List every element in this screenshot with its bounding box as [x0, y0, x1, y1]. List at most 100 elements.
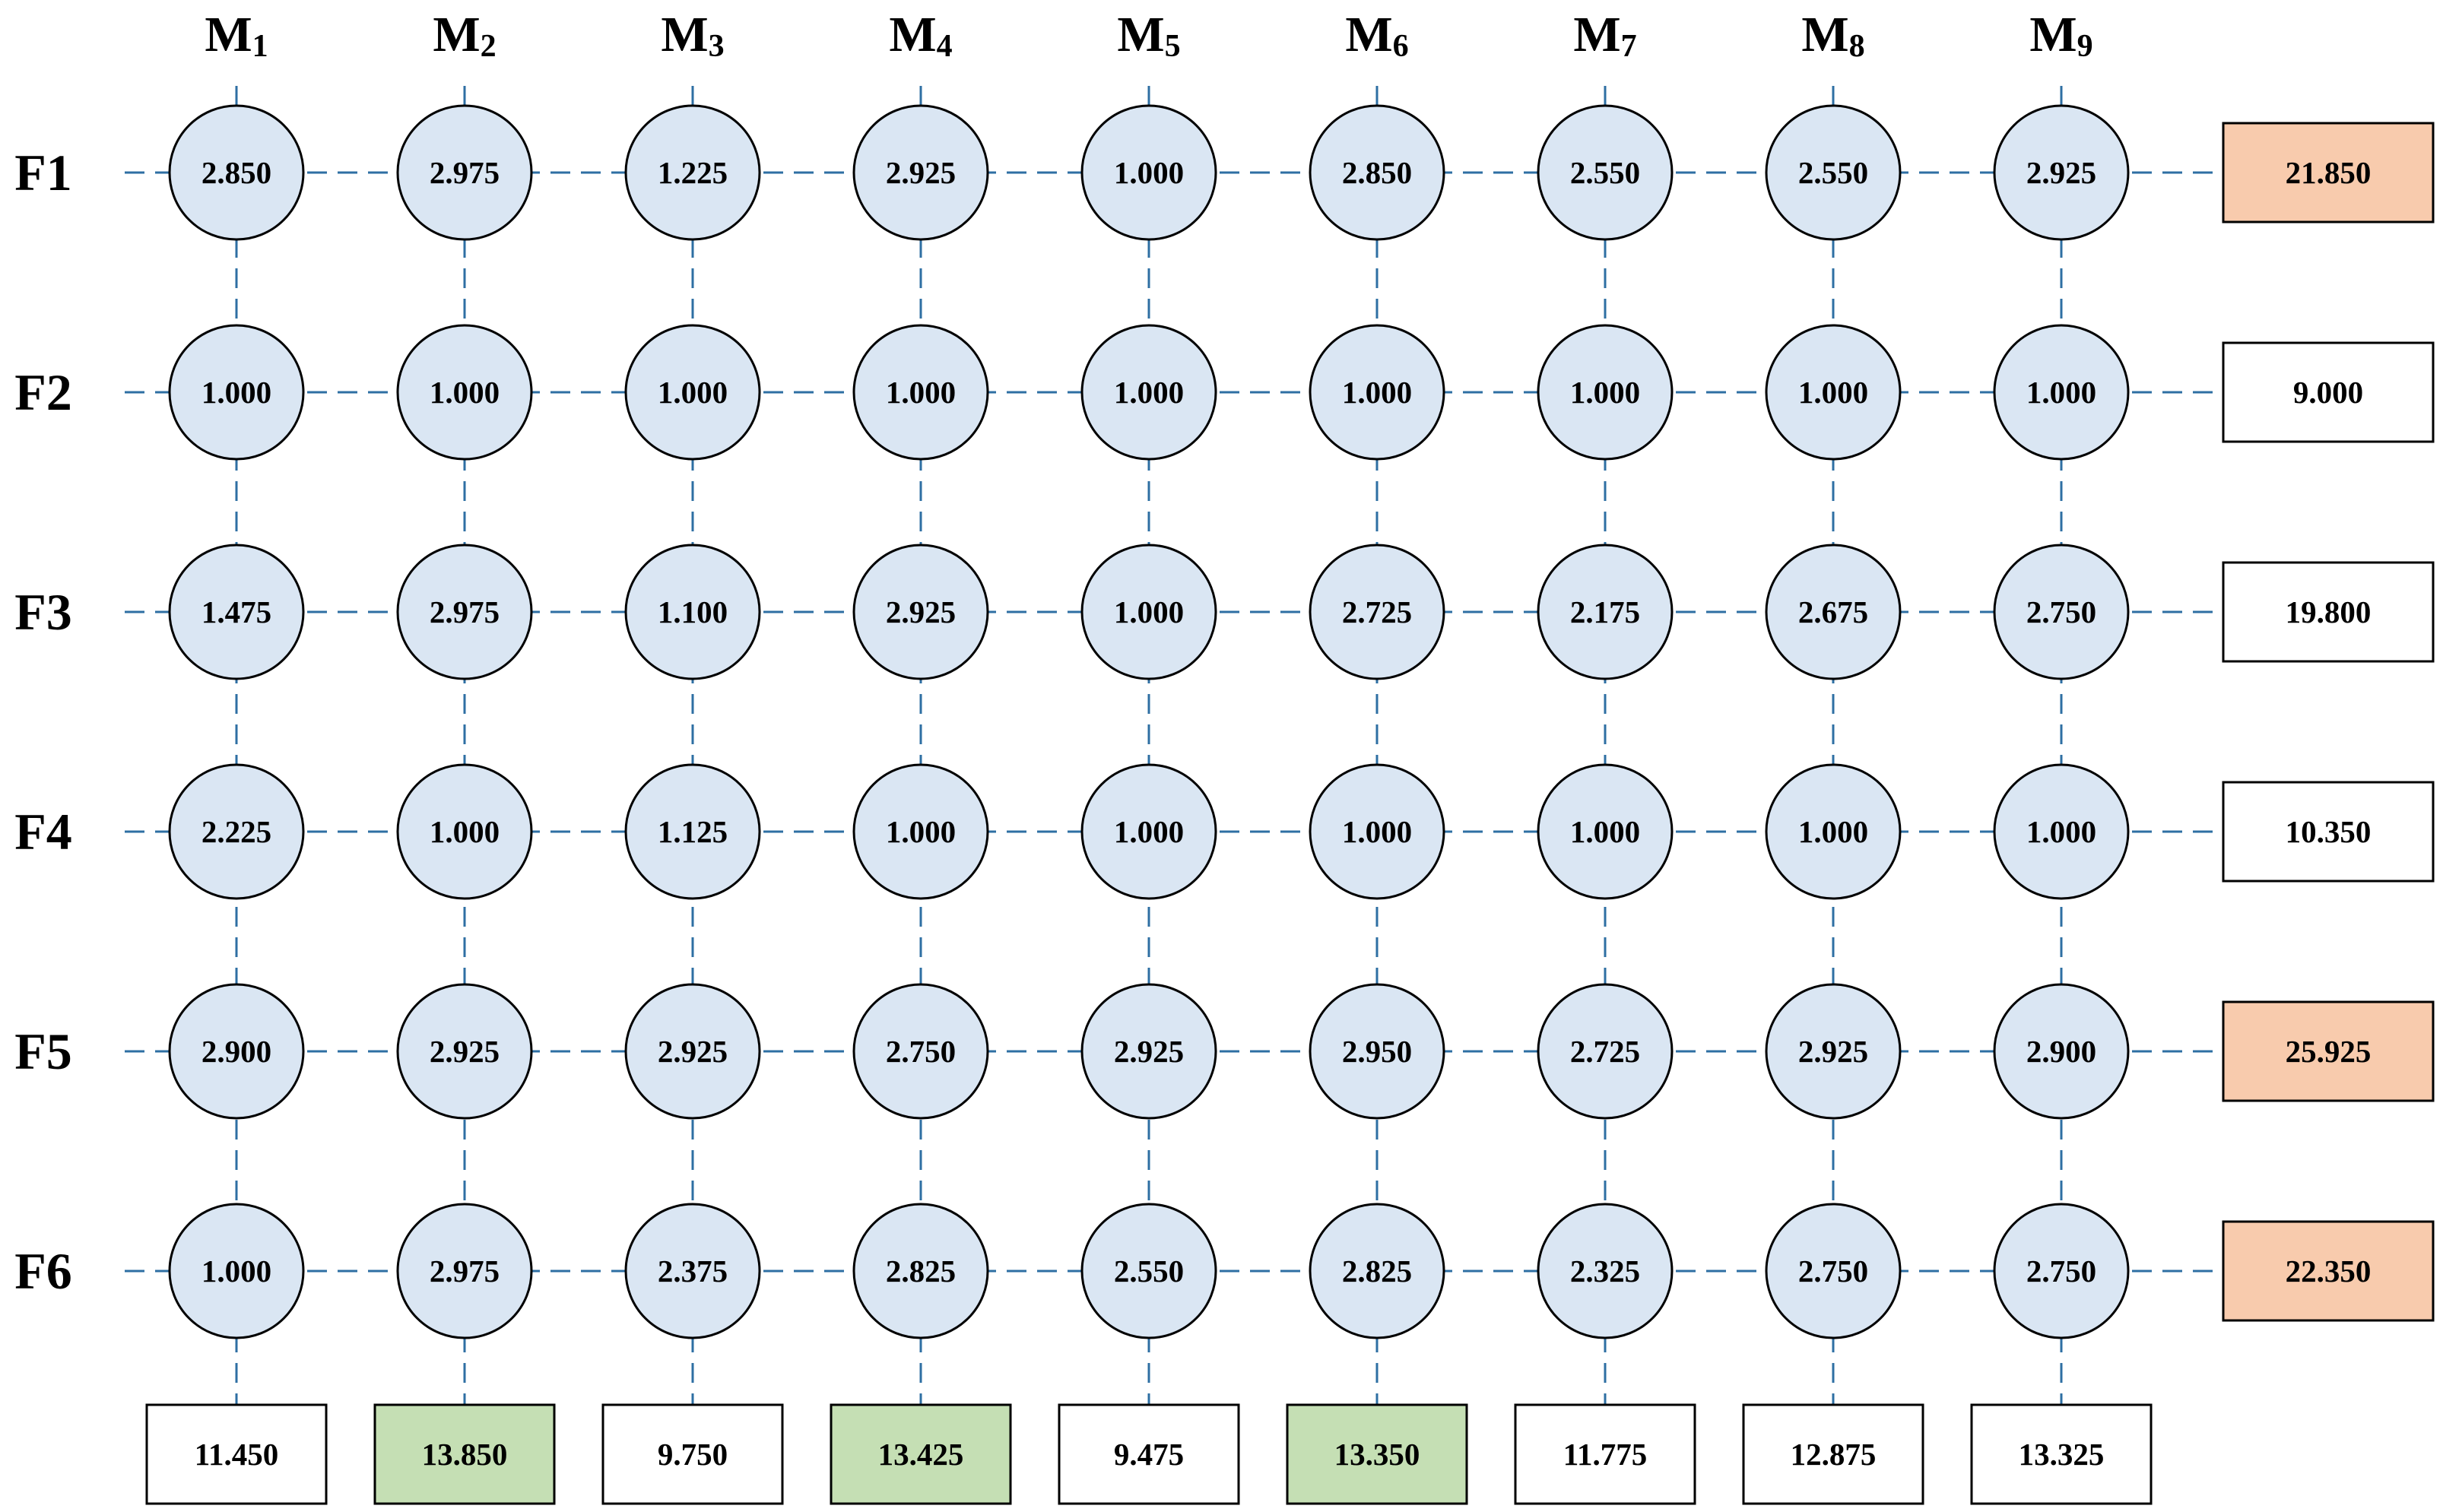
- cell-value: 1.000: [1114, 814, 1184, 849]
- column-total-box: [601, 1403, 784, 1505]
- row-total: 21.850: [2286, 155, 2372, 190]
- row-total-box: [2222, 781, 2435, 883]
- cell-node: [1765, 983, 1902, 1120]
- cell-node: [168, 983, 305, 1120]
- cell-node: [168, 1203, 305, 1339]
- cell-value: 2.550: [1570, 155, 1640, 190]
- cell-node: [396, 104, 533, 241]
- cell-node: [852, 324, 989, 461]
- column-total-box: [145, 1403, 328, 1505]
- column-header-base: M: [1117, 7, 1164, 62]
- cell-value: 2.825: [1342, 1254, 1412, 1289]
- cell-value: 2.750: [1798, 1254, 1868, 1289]
- cell-node: [624, 763, 761, 900]
- row-header: F6: [14, 1242, 72, 1300]
- column-total: 9.475: [1114, 1437, 1184, 1472]
- cell-node: [852, 104, 989, 241]
- cell-node: [168, 763, 305, 900]
- cell-value: 1.100: [658, 594, 728, 629]
- row-total-box: [2222, 122, 2435, 223]
- cell-value: 1.000: [886, 814, 956, 849]
- cell-node: [852, 983, 989, 1120]
- row-total: 19.800: [2286, 594, 2372, 629]
- cell-node: [1765, 324, 1902, 461]
- cell-value: 1.000: [201, 1254, 271, 1289]
- cell-node: [396, 324, 533, 461]
- cell-value: 2.750: [2026, 594, 2096, 629]
- cell-node: [1309, 104, 1445, 241]
- cell-value: 2.925: [430, 1034, 500, 1069]
- cell-value: 1.000: [1342, 814, 1412, 849]
- cell-node: [1537, 104, 1674, 241]
- column-header-base: M: [2029, 7, 2077, 62]
- column-header: M7: [1573, 7, 1636, 65]
- cell-node: [168, 104, 305, 241]
- row-total: 22.350: [2286, 1254, 2372, 1289]
- column-total-box: [1742, 1403, 1924, 1505]
- column-total: 11.450: [195, 1437, 279, 1472]
- column-header: M3: [661, 7, 724, 65]
- column-header-base: M: [889, 7, 936, 62]
- cell-value: 2.825: [886, 1254, 956, 1289]
- column-total: 12.875: [1791, 1437, 1877, 1472]
- column-total: 9.750: [658, 1437, 728, 1472]
- cell-value: 2.750: [2026, 1254, 2096, 1289]
- cell-value: 1.000: [2026, 375, 2096, 410]
- cell-value: 2.975: [430, 155, 500, 190]
- column-header: M6: [1345, 7, 1408, 65]
- cell-node: [1309, 983, 1445, 1120]
- cell-node: [624, 544, 761, 680]
- cell-node: [1993, 544, 2130, 680]
- row-header: F3: [14, 583, 72, 641]
- row-total-box: [2222, 1000, 2435, 1102]
- cell-value: 2.725: [1342, 594, 1412, 629]
- cell-node: [1080, 324, 1217, 461]
- cell-node: [1765, 1203, 1902, 1339]
- cell-value: 1.000: [1114, 155, 1184, 190]
- cell-node: [1993, 983, 2130, 1120]
- column-header-sub: 1: [252, 29, 268, 64]
- cell-node: [1765, 104, 1902, 241]
- cell-value: 1.000: [1570, 375, 1640, 410]
- cell-node: [168, 544, 305, 680]
- cell-value: 2.900: [201, 1034, 271, 1069]
- cell-value: 1.000: [430, 814, 500, 849]
- cell-value: 2.850: [1342, 155, 1412, 190]
- cell-node: [1765, 544, 1902, 680]
- cell-value: 2.925: [658, 1034, 728, 1069]
- row-header: F2: [14, 363, 72, 421]
- column-header-sub: 3: [709, 29, 725, 64]
- cell-value: 1.000: [658, 375, 728, 410]
- cell-value: 1.000: [1570, 814, 1640, 849]
- row-total-box: [2222, 1220, 2435, 1322]
- cell-node: [396, 1203, 533, 1339]
- cell-value: 2.750: [886, 1034, 956, 1069]
- row-header: F4: [14, 803, 72, 861]
- row-header: F1: [14, 144, 72, 201]
- cell-value: 2.550: [1114, 1254, 1184, 1289]
- cell-node: [1993, 104, 2130, 241]
- cell-node: [624, 104, 761, 241]
- cell-value: 1.000: [1114, 375, 1184, 410]
- cell-value: 1.000: [1114, 594, 1184, 629]
- cell-value: 2.925: [886, 155, 956, 190]
- cell-value: 2.925: [1114, 1034, 1184, 1069]
- cell-value: 2.375: [658, 1254, 728, 1289]
- column-header: M9: [2029, 7, 2092, 65]
- cell-value: 2.975: [430, 1254, 500, 1289]
- cell-node: [1080, 1203, 1217, 1339]
- cell-node: [1537, 763, 1674, 900]
- cell-value: 2.175: [1570, 594, 1640, 629]
- row-total: 10.350: [2286, 814, 2372, 849]
- cell-value: 1.125: [658, 814, 728, 849]
- cell-node: [168, 324, 305, 461]
- row-total-box: [2222, 561, 2435, 663]
- cell-value: 1.000: [2026, 814, 2096, 849]
- cell-node: [1309, 544, 1445, 680]
- row-total-box: [2222, 341, 2435, 443]
- column-header-sub: 8: [1849, 29, 1865, 64]
- cell-value: 1.000: [886, 375, 956, 410]
- cell-value: 1.000: [1798, 375, 1868, 410]
- column-total-box: [1514, 1403, 1696, 1505]
